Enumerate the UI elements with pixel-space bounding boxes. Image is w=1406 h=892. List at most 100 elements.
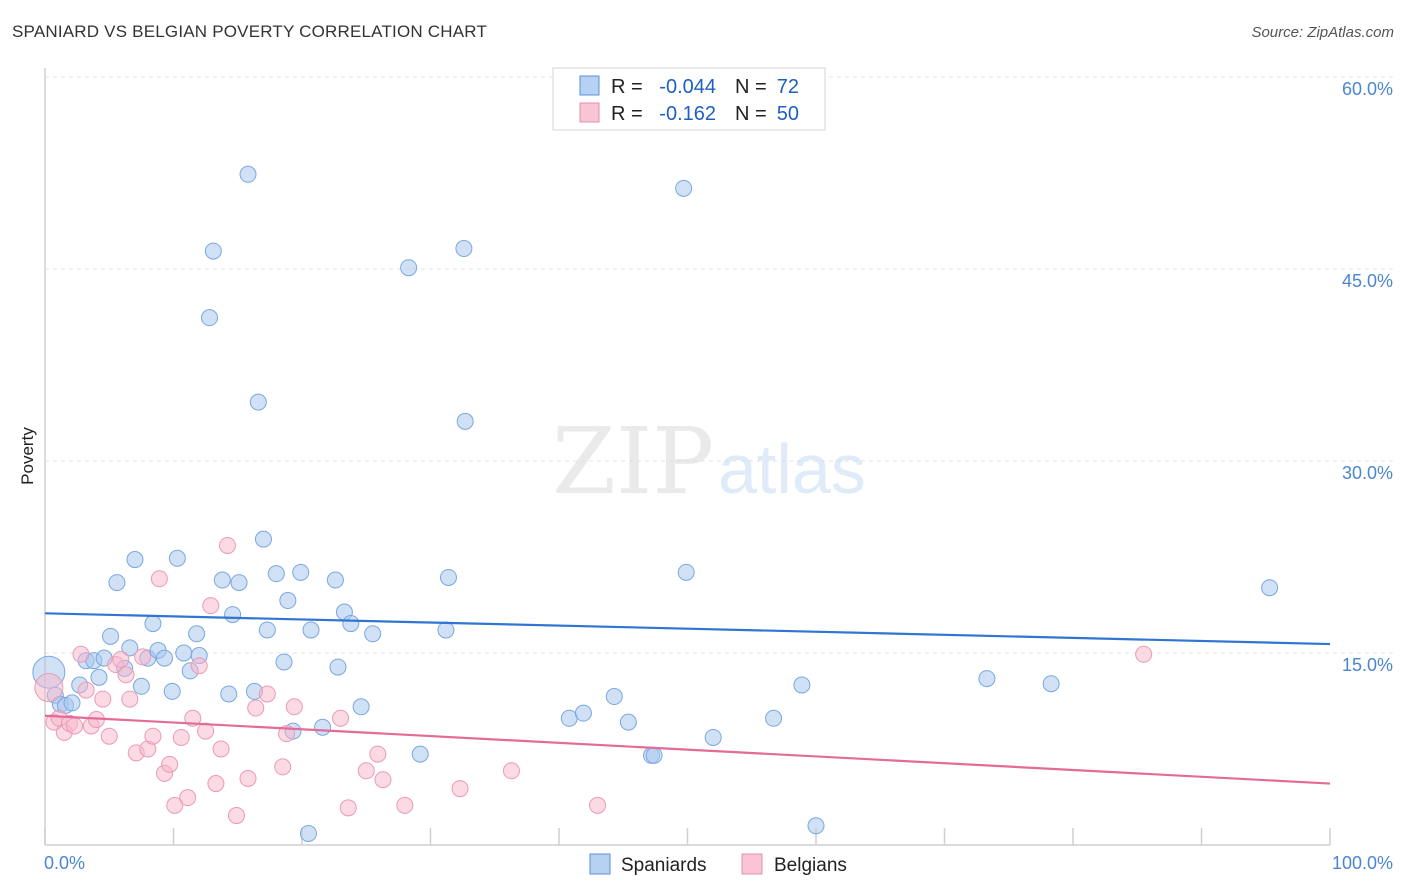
watermark: ZIP atlas	[552, 408, 866, 515]
belgians-point	[374, 771, 392, 789]
belgians-point	[34, 673, 64, 703]
spaniards-point	[144, 615, 162, 633]
spaniards-point	[258, 621, 276, 639]
spaniards-point	[163, 682, 181, 700]
legend-swatch-belgians	[579, 102, 600, 123]
watermark-zip: ZIP	[552, 408, 714, 515]
bottom-legend-swatch-spaniards	[589, 853, 611, 875]
legend-swatch-spaniards	[579, 75, 600, 96]
belgians-point	[121, 690, 139, 708]
belgians-trend-line	[44, 714, 1331, 785]
spaniards-point	[121, 639, 139, 657]
spaniards-point	[605, 688, 623, 706]
legend-n-value-spaniards: 72	[777, 76, 799, 98]
spaniards-point	[267, 565, 285, 583]
spaniards-point	[326, 571, 344, 589]
belgians-point	[134, 648, 152, 666]
spaniards-point	[230, 574, 248, 592]
belgians-point	[239, 769, 257, 787]
belgians-point	[227, 807, 245, 825]
spaniards-point	[168, 549, 186, 567]
belgians-point	[161, 755, 179, 773]
bottom-legend-label-spaniards: Spaniards	[621, 855, 707, 876]
spaniards-point	[63, 694, 81, 712]
spaniards-point	[279, 592, 297, 610]
belgians-point	[100, 727, 118, 745]
y-tick-labels: 15.0% 30.0% 45.0% 60.0%	[1342, 79, 1393, 675]
belgians-point	[77, 681, 95, 699]
belgians-point	[197, 722, 215, 740]
legend-n-value-belgians: 50	[777, 103, 799, 125]
belgians-point	[285, 698, 303, 716]
spaniards-point	[765, 709, 783, 727]
spaniards-point	[90, 668, 108, 686]
spaniards-point	[204, 242, 222, 260]
spaniards-point	[132, 677, 150, 695]
x-tick-label-max: 100.0%	[1332, 853, 1393, 873]
spaniards-point	[329, 658, 347, 676]
belgians-point	[247, 699, 265, 717]
spaniards-point	[437, 621, 455, 639]
spaniards-point	[275, 653, 293, 671]
belgians-point	[218, 536, 236, 554]
y-tick-label: 15.0%	[1342, 655, 1393, 675]
x-ticks	[44, 828, 1331, 845]
spaniards-point	[314, 718, 332, 736]
spaniards-point	[213, 571, 231, 589]
belgians-point	[212, 740, 230, 758]
legend-r-value-spaniards: -0.044	[659, 76, 716, 98]
spaniards-point	[302, 621, 320, 639]
spaniards-point	[220, 685, 238, 703]
belgians-point	[274, 758, 292, 776]
y-axis-title: Poverty	[18, 427, 37, 485]
bottom-legend-label-belgians: Belgians	[774, 855, 847, 876]
spaniards-point	[175, 644, 193, 662]
belgians-point	[1135, 645, 1153, 663]
belgians-point	[502, 762, 520, 780]
source-label: Source: ZipAtlas.com	[1251, 24, 1394, 41]
belgians-point	[396, 796, 414, 814]
belgians-point	[451, 780, 469, 798]
spaniards-point	[299, 824, 317, 842]
spaniards-point	[292, 563, 310, 581]
spaniards-trend-line	[44, 612, 1331, 646]
belgians-point	[94, 690, 112, 708]
spaniards-point	[1261, 579, 1279, 597]
legend-n-label-belgians: N =	[735, 103, 767, 125]
belgians-point	[369, 745, 387, 763]
belgians-point	[150, 570, 168, 588]
belgians-point	[339, 799, 357, 817]
belgians-point	[112, 650, 130, 668]
spaniards-point	[807, 817, 825, 835]
chart-title: SPANIARD VS BELGIAN POVERTY CORRELATION …	[12, 22, 488, 41]
spaniards-point	[249, 393, 267, 411]
spaniards-point	[456, 412, 474, 430]
belgians-point	[172, 728, 190, 746]
gridlines	[45, 76, 1395, 654]
spaniards-point	[560, 709, 578, 727]
belgians-points	[34, 536, 1153, 825]
spaniards-point	[455, 240, 473, 258]
belgians-point	[258, 685, 276, 703]
spaniards-point	[352, 698, 370, 716]
belgians-point	[179, 789, 197, 807]
belgians-point	[207, 775, 225, 793]
spaniards-point	[574, 704, 592, 722]
belgians-point	[72, 645, 90, 663]
trend-lines	[44, 612, 1331, 785]
y-tick-label: 45.0%	[1342, 271, 1393, 291]
spaniards-point	[439, 568, 457, 586]
spaniards-point	[156, 649, 174, 667]
spaniards-point	[1042, 675, 1060, 693]
spaniards-point	[677, 563, 695, 581]
series-legend: Spaniards Belgians	[589, 853, 847, 876]
x-tick-label-min: 0.0%	[44, 853, 85, 873]
spaniards-point	[200, 309, 218, 327]
spaniards-point	[224, 606, 242, 624]
spaniards-point	[126, 551, 144, 569]
bottom-legend-swatch-belgians	[741, 853, 763, 875]
watermark-atlas: atlas	[718, 430, 866, 508]
spaniards-point	[342, 615, 360, 633]
belgians-point	[589, 796, 607, 814]
belgians-point	[332, 709, 350, 727]
